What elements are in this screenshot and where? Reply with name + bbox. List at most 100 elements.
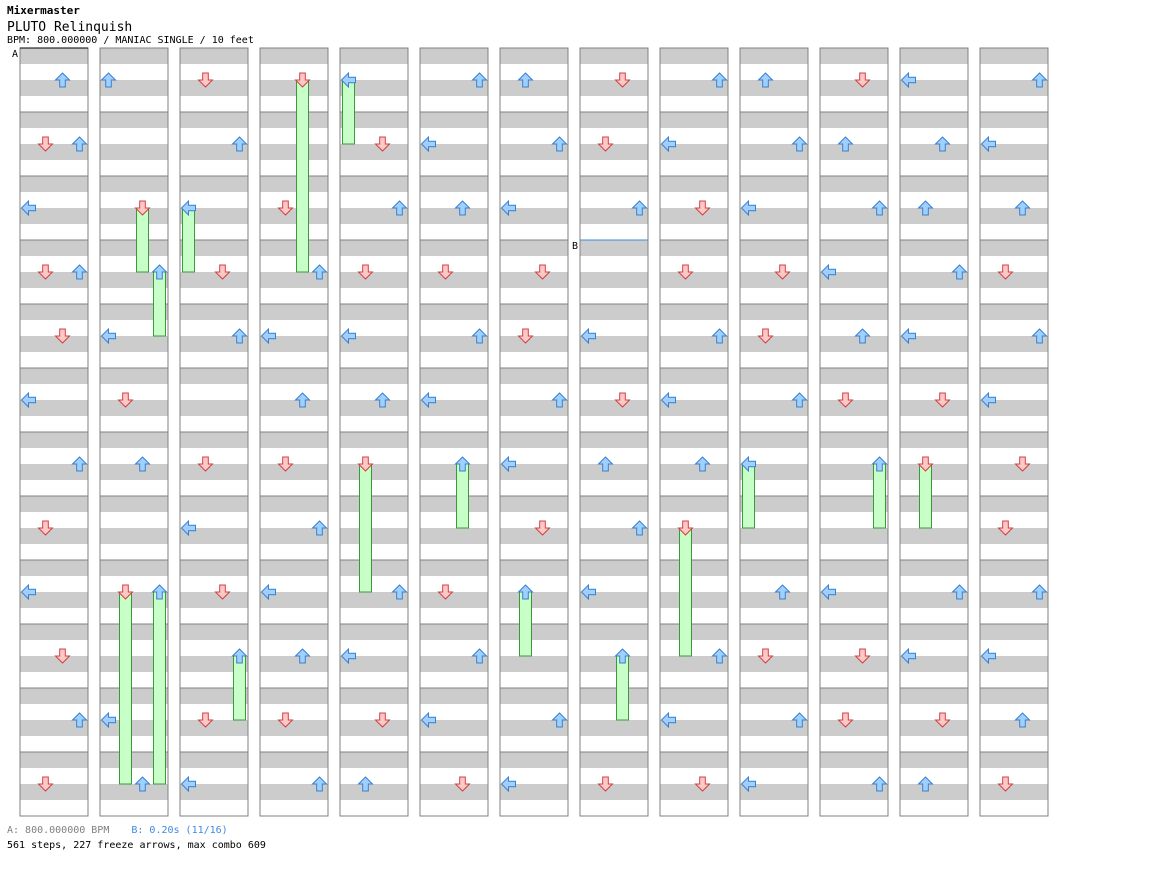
- measure-stripe: [740, 80, 808, 96]
- step-arrow: [1031, 584, 1048, 600]
- step-arrow: [614, 72, 631, 88]
- measure-stripe: [900, 592, 968, 608]
- measure-stripe: [660, 112, 728, 128]
- measure-stripe: [500, 784, 568, 800]
- chart-column: [179, 47, 249, 817]
- measure-stripe: [340, 400, 408, 416]
- step-arrow: [791, 712, 808, 728]
- step-arrow: [134, 456, 151, 472]
- measure-stripe: [660, 624, 728, 640]
- step-arrow: [311, 520, 328, 536]
- measure-stripe: [20, 176, 88, 192]
- step-arrow: [740, 455, 756, 473]
- step-arrow: [871, 776, 888, 792]
- measure-stripe: [180, 368, 248, 384]
- measure-stripe: [820, 560, 888, 576]
- measure-stripe: [740, 176, 808, 192]
- step-arrow: [711, 328, 728, 344]
- measure-stripe: [100, 272, 168, 288]
- measure-stripe: [340, 80, 408, 96]
- measure-stripe: [500, 592, 568, 608]
- measure-stripe: [420, 656, 488, 672]
- measure-stripe: [980, 528, 1048, 544]
- measure-stripe: [100, 304, 168, 320]
- step-arrow: [340, 647, 356, 665]
- measure-stripe: [420, 528, 488, 544]
- measure-stripe: [660, 752, 728, 768]
- measure-stripe: [820, 112, 888, 128]
- step-arrow: [71, 264, 88, 280]
- measure-stripe: [20, 208, 88, 224]
- measure-stripe: [660, 592, 728, 608]
- freeze-arrow: [456, 463, 469, 529]
- measure-stripe: [100, 48, 168, 64]
- step-arrow: [71, 456, 88, 472]
- freeze-arrow: [919, 463, 932, 529]
- measure-stripe: [340, 688, 408, 704]
- measure-stripe: [660, 176, 728, 192]
- measure-stripe: [740, 304, 808, 320]
- measure-stripe: [260, 560, 328, 576]
- measure-stripe: [740, 368, 808, 384]
- measure-stripe: [340, 624, 408, 640]
- marker-label: B: [572, 241, 578, 252]
- step-arrow: [551, 392, 568, 408]
- step-arrow: [1014, 200, 1031, 216]
- step-arrow: [180, 775, 196, 793]
- step-arrow: [357, 264, 374, 280]
- measure-stripe: [900, 560, 968, 576]
- measure-stripe: [20, 368, 88, 384]
- measure-stripe: [660, 528, 728, 544]
- chart-column: [99, 47, 169, 817]
- measure-stripe: [180, 528, 248, 544]
- measure-stripe: [340, 240, 408, 256]
- measure-stripe: [820, 432, 888, 448]
- step-arrow: [117, 392, 134, 408]
- step-arrow: [934, 712, 951, 728]
- measure-stripe: [980, 496, 1048, 512]
- step-arrow: [54, 328, 71, 344]
- measure-stripe: [100, 528, 168, 544]
- measure-stripe: [900, 272, 968, 288]
- measure-stripe: [180, 80, 248, 96]
- step-arrow: [340, 71, 356, 89]
- freeze-arrow: [119, 591, 132, 785]
- step-arrow: [551, 136, 568, 152]
- freeze-arrow: [182, 207, 195, 273]
- bpm-info: A: 800.000000 BPM: [7, 825, 110, 836]
- step-arrow: [340, 327, 356, 345]
- step-arrow: [740, 199, 756, 217]
- measure-stripe: [500, 752, 568, 768]
- step-arrow: [614, 392, 631, 408]
- measure-stripe: [900, 432, 968, 448]
- measure-stripe: [180, 304, 248, 320]
- measure-stripe: [580, 176, 648, 192]
- measure-stripe: [100, 752, 168, 768]
- measure-stripe: [260, 400, 328, 416]
- measure-stripe: [740, 752, 808, 768]
- measure-stripe: [900, 144, 968, 160]
- measure-stripe: [420, 80, 488, 96]
- step-arrow: [1014, 712, 1031, 728]
- measure-stripe: [420, 400, 488, 416]
- measure-stripe: [100, 240, 168, 256]
- step-arrow: [37, 264, 54, 280]
- measure-stripe: [100, 176, 168, 192]
- measure-stripe: [500, 80, 568, 96]
- measure-stripe: [20, 80, 88, 96]
- measure-stripe: [500, 720, 568, 736]
- step-arrow: [277, 200, 294, 216]
- measure-stripe: [260, 720, 328, 736]
- freeze-arrow: [679, 527, 692, 657]
- freeze-arrow: [742, 463, 755, 529]
- measure-stripe: [900, 656, 968, 672]
- step-arrow: [20, 391, 36, 409]
- measure-stripe: [820, 272, 888, 288]
- measure-stripe: [580, 368, 648, 384]
- measure-stripe: [20, 752, 88, 768]
- measure-stripe: [900, 496, 968, 512]
- step-arrow: [517, 328, 534, 344]
- step-arrow: [197, 72, 214, 88]
- measure-stripe: [100, 208, 168, 224]
